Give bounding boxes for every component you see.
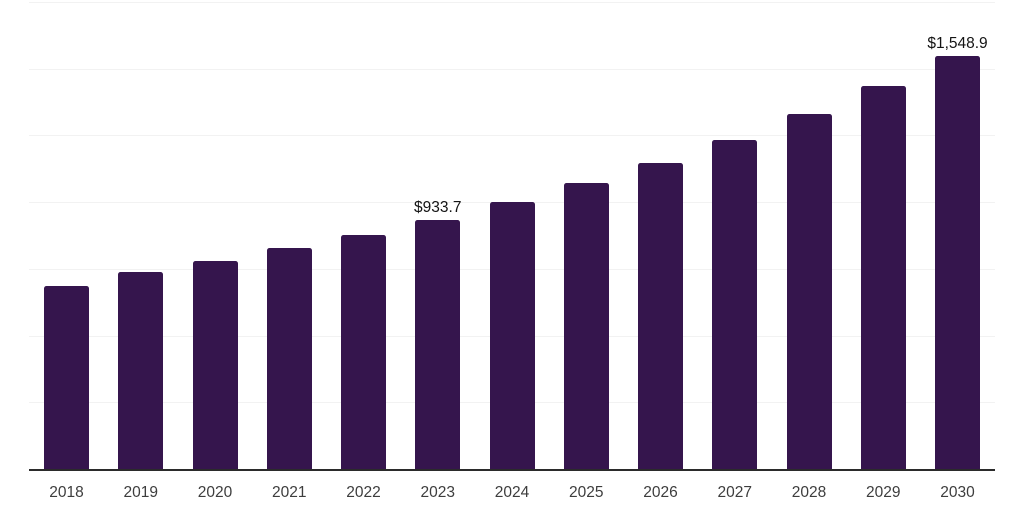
bar-2025 — [563, 183, 609, 469]
x-axis-line — [29, 469, 995, 471]
bar-2021 — [266, 248, 312, 469]
x-tick-label-2022: 2022 — [346, 484, 381, 501]
x-tick-label-2028: 2028 — [791, 484, 827, 501]
x-tick-label-2025: 2025 — [569, 484, 604, 501]
bar-2030 — [935, 55, 980, 469]
x-tick-label-2023: 2023 — [420, 484, 455, 501]
gridline-1750 — [29, 2, 995, 3]
bar-2027 — [712, 140, 758, 469]
x-tick-label-2027: 2027 — [717, 484, 752, 501]
x-tick-label-2030: 2030 — [940, 484, 975, 501]
x-tick-label-2021: 2021 — [272, 484, 307, 501]
bar-2018 — [44, 286, 89, 469]
x-tick-label-2029: 2029 — [866, 484, 901, 501]
gridline-1250 — [29, 135, 995, 137]
x-tick-label-2020: 2020 — [197, 484, 233, 501]
x-tick-label-2018: 2018 — [49, 484, 84, 501]
bar-2020 — [192, 260, 238, 469]
bar-2024 — [489, 202, 535, 469]
value-label-2023: $933.7 — [414, 198, 462, 216]
x-tick-label-2024: 2024 — [494, 484, 530, 501]
gridline-1500 — [29, 68, 995, 70]
x-tick-label-2019: 2019 — [123, 484, 158, 501]
bar-2028 — [786, 114, 832, 469]
bar-2029 — [860, 86, 906, 469]
bar-2022 — [341, 234, 386, 469]
x-tick-label-2026: 2026 — [643, 484, 678, 501]
bar-2023 — [415, 219, 461, 469]
bar-2026 — [638, 162, 683, 469]
bar-2019 — [118, 272, 164, 469]
value-label-2030: $1,548.9 — [927, 34, 988, 52]
